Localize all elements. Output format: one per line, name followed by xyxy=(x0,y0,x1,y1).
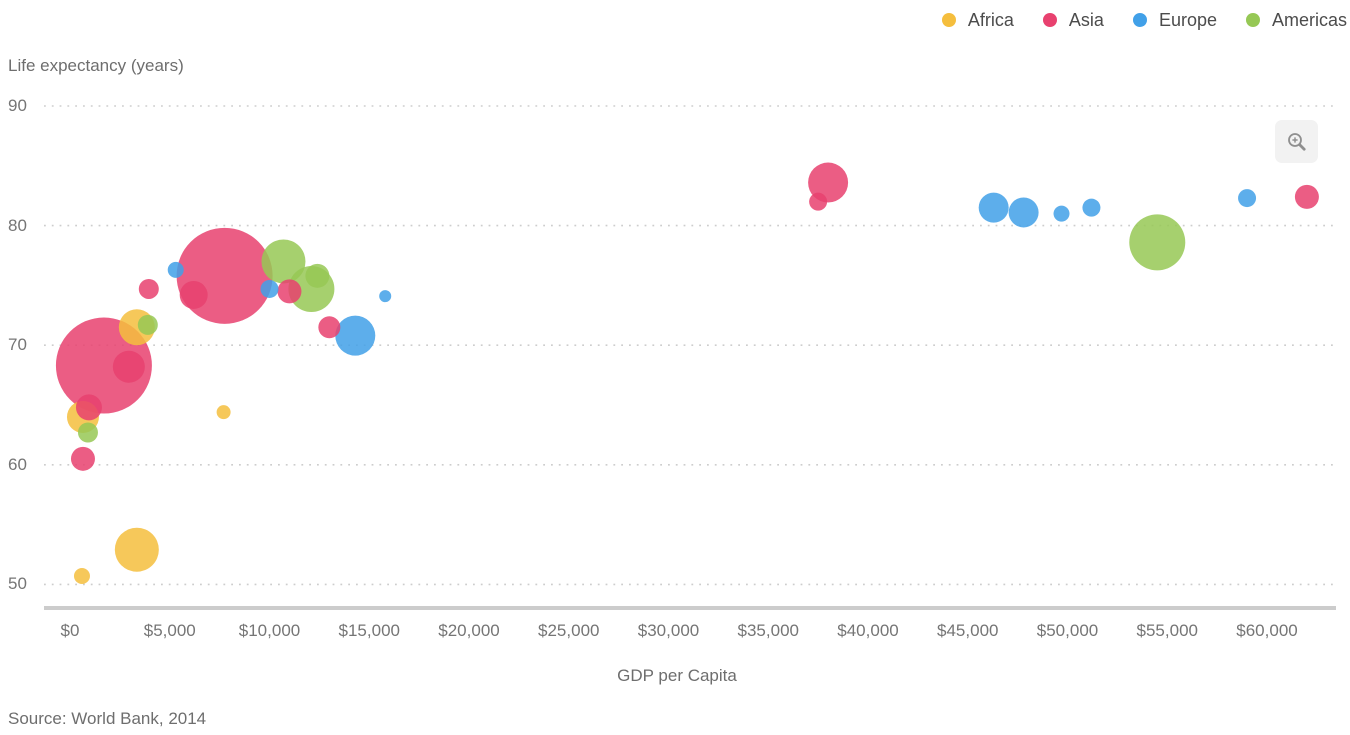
bubble-series xyxy=(55,162,1319,585)
bubble-americas[interactable] xyxy=(1129,214,1186,271)
bubble-asia[interactable] xyxy=(112,350,145,383)
legend-dot-asia xyxy=(1042,13,1057,27)
bubble-asia[interactable] xyxy=(809,192,828,211)
legend-label-asia: Asia xyxy=(1068,10,1104,30)
bubble-americas[interactable] xyxy=(77,422,98,443)
legend-label-africa: Africa xyxy=(967,10,1014,30)
bubble-asia[interactable] xyxy=(318,316,341,339)
bubble-asia[interactable] xyxy=(179,280,208,309)
bubble-europe[interactable] xyxy=(335,315,376,356)
x-tick-label-60000: $60,000 xyxy=(1236,621,1298,640)
y-tick-label-70: 70 xyxy=(8,335,27,355)
legend-dot-americas xyxy=(1245,13,1260,27)
x-tick-label-35000: $35,000 xyxy=(737,621,799,640)
bubble-asia[interactable] xyxy=(808,162,849,203)
legend-label-americas: Americas xyxy=(1271,10,1347,30)
bubble-europe[interactable] xyxy=(1082,198,1101,217)
legend-item-americas[interactable]: Americas xyxy=(1245,9,1347,31)
bubble-europe[interactable] xyxy=(379,290,392,303)
x-tick-label-0: $0 xyxy=(60,621,80,640)
bubble-africa[interactable] xyxy=(114,527,159,572)
y-tick-label-80: 80 xyxy=(8,215,27,235)
bubble-americas[interactable] xyxy=(137,314,158,335)
y-axis-title: Life expectancy (years) xyxy=(8,56,184,75)
x-tick-label-30000: $30,000 xyxy=(637,621,700,640)
y-tick-label-90: 90 xyxy=(8,96,27,115)
bubble-asia[interactable] xyxy=(1294,184,1319,209)
bubble-europe[interactable] xyxy=(978,192,1009,223)
bubble-europe[interactable] xyxy=(1238,189,1257,208)
bubble-asia[interactable] xyxy=(70,446,95,471)
legend: Africa Asia Europe Americas xyxy=(941,9,1347,31)
bubble-americas[interactable] xyxy=(305,263,330,288)
x-axis-title: GDP per Capita xyxy=(617,666,737,685)
zoom-in-button[interactable] xyxy=(1275,120,1318,163)
bubble-europe[interactable] xyxy=(1008,197,1039,228)
magnifier-plus-icon xyxy=(1287,132,1306,151)
x-tick-label-25000: $25,000 xyxy=(538,621,600,640)
horizontal-gridlines xyxy=(44,105,1336,586)
legend-dot-africa xyxy=(941,13,956,27)
y-tick-label-50: 50 xyxy=(8,574,27,594)
x-tick-label-10000: $10,000 xyxy=(238,621,301,640)
legend-item-europe[interactable]: Europe xyxy=(1132,9,1217,31)
legend-item-africa[interactable]: Africa xyxy=(941,9,1014,31)
bubble-europe[interactable] xyxy=(1053,205,1070,222)
legend-label-europe: Europe xyxy=(1158,10,1217,30)
bubble-europe[interactable] xyxy=(167,261,184,278)
bubble-asia[interactable] xyxy=(176,227,273,324)
bubble-asia[interactable] xyxy=(138,278,159,299)
legend-item-asia[interactable]: Asia xyxy=(1042,9,1104,31)
bubble-africa[interactable] xyxy=(216,405,231,420)
y-tick-label-60: 60 xyxy=(8,454,27,474)
bubble-europe[interactable] xyxy=(260,279,279,298)
bubble-americas[interactable] xyxy=(261,239,306,284)
x-tick-label-40000: $40,000 xyxy=(837,621,899,640)
x-tick-label-50000: $50,000 xyxy=(1036,621,1099,640)
bubble-asia[interactable] xyxy=(75,394,102,421)
x-tick-label-20000: $20,000 xyxy=(438,621,500,640)
source-note: Source: World Bank, 2014 xyxy=(8,709,207,728)
bubble-asia[interactable] xyxy=(277,279,302,304)
legend-dot-europe xyxy=(1132,13,1147,27)
x-tick-label-55000: $55,000 xyxy=(1136,621,1198,640)
x-tick-label-15000: $15,000 xyxy=(338,621,400,640)
x-tick-label-5000: $5,000 xyxy=(143,621,196,640)
bubble-africa[interactable] xyxy=(73,568,90,585)
x-tick-label-45000: $45,000 xyxy=(937,621,999,640)
